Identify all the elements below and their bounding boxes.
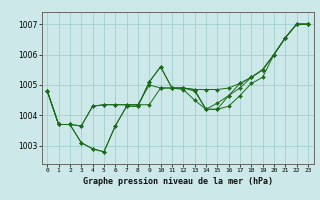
- X-axis label: Graphe pression niveau de la mer (hPa): Graphe pression niveau de la mer (hPa): [83, 177, 273, 186]
